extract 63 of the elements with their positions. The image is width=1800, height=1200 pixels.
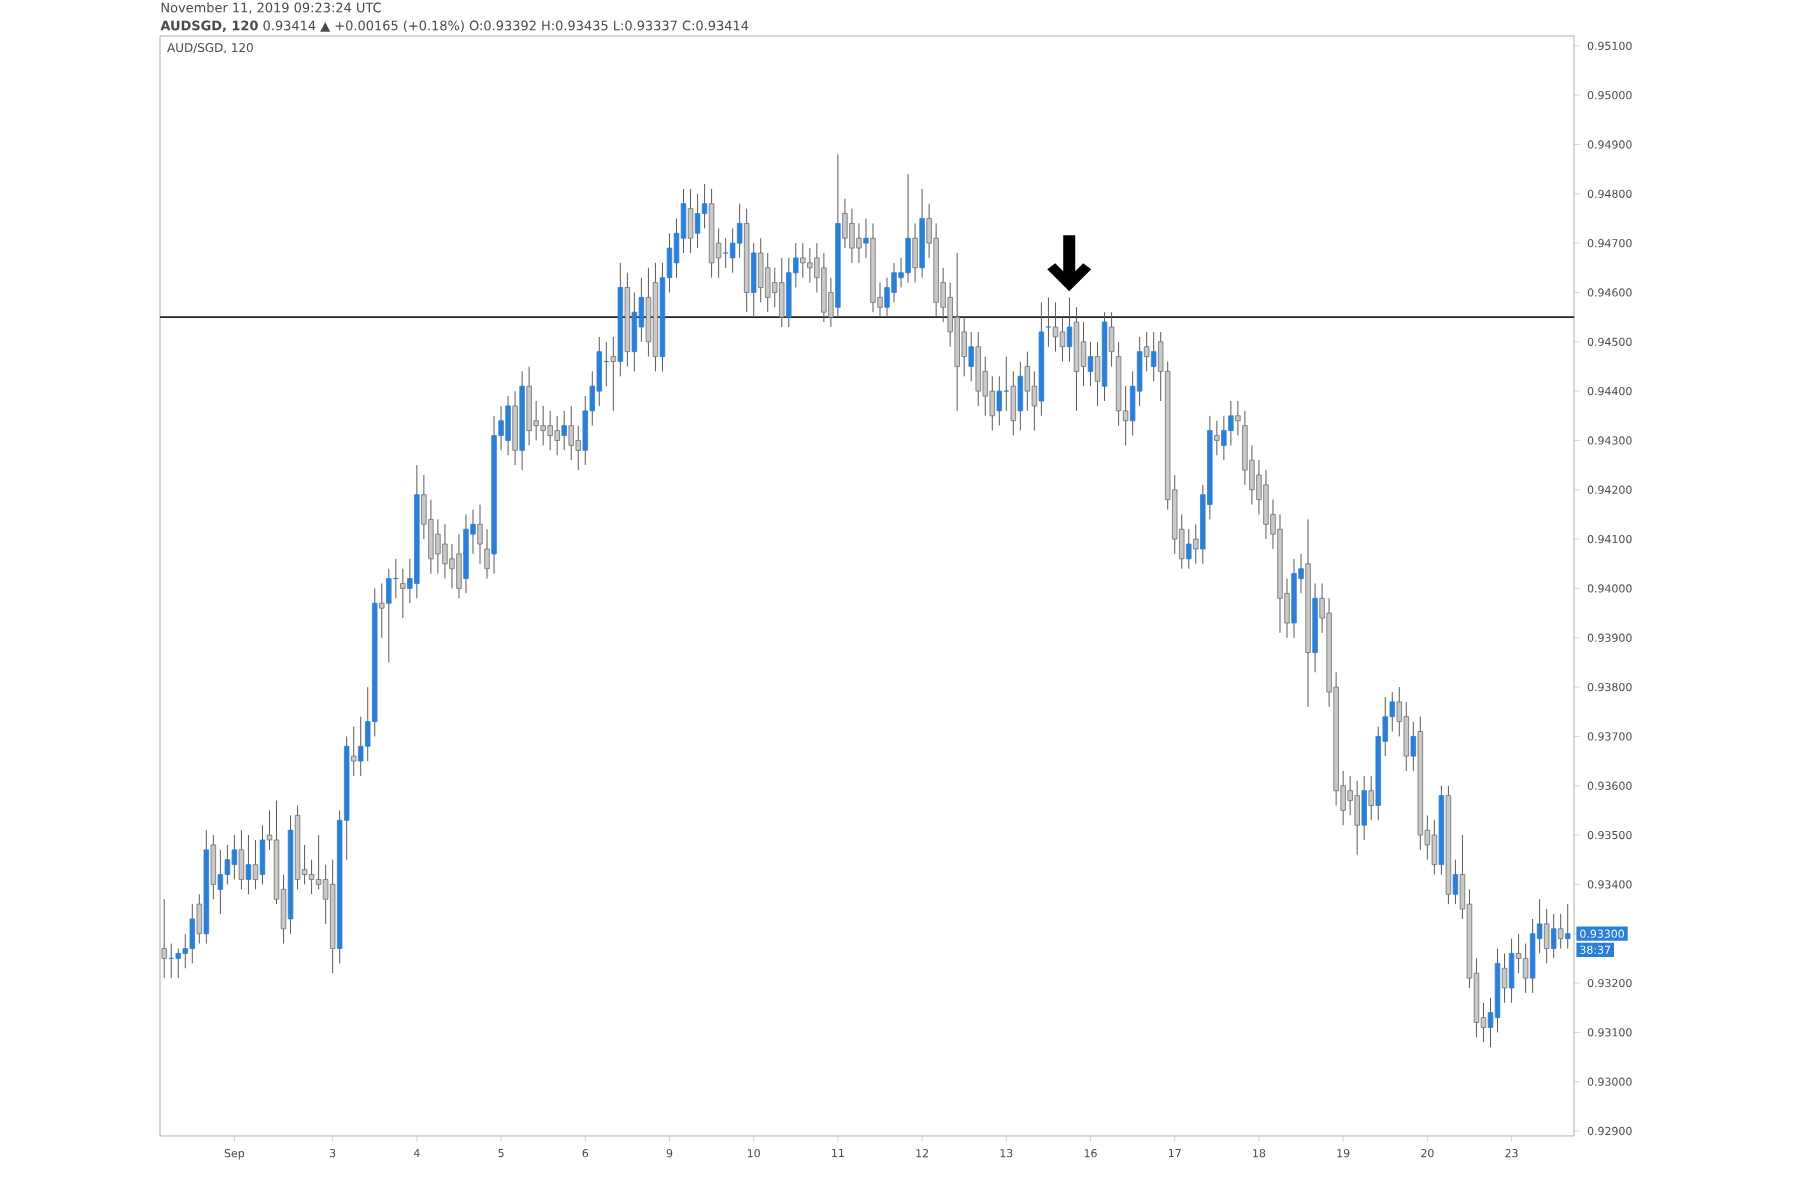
candlestick [252, 839, 259, 890]
candlestick [1431, 819, 1438, 876]
candlestick [1017, 361, 1024, 432]
candlestick [1080, 321, 1087, 387]
candlestick [245, 834, 252, 895]
candlestick [863, 217, 869, 259]
candlestick [1501, 952, 1508, 1004]
candlestick [807, 247, 813, 284]
candlestick [1003, 356, 1010, 412]
candlestick [554, 415, 560, 456]
candlestick [189, 903, 196, 964]
candlestick [442, 523, 448, 580]
candlestick [161, 898, 167, 979]
candlestick [1214, 420, 1220, 456]
candlestick [1354, 780, 1360, 856]
candlestick [975, 331, 981, 407]
candlestick [238, 829, 245, 890]
candlestick [1186, 528, 1192, 570]
candlestick [1543, 908, 1550, 964]
candlestick [526, 365, 532, 446]
candlestick [765, 252, 771, 313]
candlestick [996, 375, 1003, 427]
candlestick [800, 242, 806, 279]
candlestick [1508, 938, 1515, 1004]
candlestick [400, 568, 406, 619]
candlestick [1564, 903, 1571, 950]
candlestick [547, 410, 553, 451]
candlestick [905, 173, 911, 284]
candlestick [1066, 296, 1073, 363]
candlestick [856, 222, 862, 264]
candlestick [1052, 301, 1059, 353]
candlestick [350, 726, 357, 777]
candlestick [1087, 341, 1094, 387]
candlestick [1550, 913, 1557, 959]
candlestick [175, 948, 181, 979]
candlestick [1368, 775, 1374, 821]
candlestick [736, 203, 743, 259]
candlestick [259, 824, 266, 885]
candlestick [1193, 523, 1199, 565]
candlestick [961, 316, 967, 377]
candlestick [512, 390, 518, 466]
candlestick [1045, 296, 1052, 348]
candlestick [912, 222, 918, 284]
candlestick [1150, 331, 1157, 382]
candlestick [1094, 341, 1101, 407]
candlestick [821, 252, 827, 323]
candlestick [568, 405, 574, 461]
candlestick [1522, 943, 1529, 994]
candlestick [701, 183, 708, 229]
candlestick [561, 410, 567, 451]
candlestick [750, 242, 757, 318]
candlestick [435, 518, 441, 575]
candlestick [505, 395, 511, 456]
candlestick [231, 834, 238, 880]
candlestick [722, 237, 729, 269]
candlestick [645, 267, 652, 358]
candlestick [631, 291, 638, 372]
candlestick [1410, 721, 1417, 772]
candlestick [1452, 859, 1459, 905]
candlestick [779, 257, 785, 328]
candlestick [687, 188, 694, 254]
candlestick [610, 336, 617, 412]
candlestick [540, 405, 546, 446]
